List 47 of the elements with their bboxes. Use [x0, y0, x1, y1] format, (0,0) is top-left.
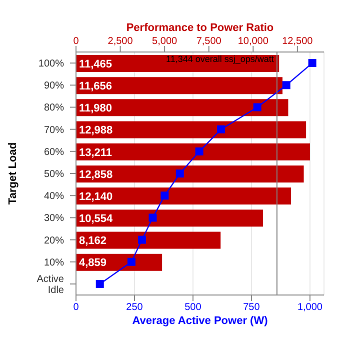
y-tick-label: 40%	[44, 191, 64, 202]
x-axis-title: Average Active Power (W)	[132, 315, 268, 327]
point	[138, 236, 146, 244]
x2-tick-label: 0	[73, 36, 80, 47]
y-tick-label: 50%	[44, 169, 64, 180]
data-label: 12,858	[79, 168, 113, 181]
y-tick-label: 10%	[44, 257, 64, 268]
y-tick-label: 30%	[44, 213, 64, 224]
x2-tick-label: 7,500	[196, 36, 222, 47]
x2-tick-label: 10,000	[238, 36, 269, 47]
y-tick-label: 60%	[44, 146, 64, 158]
point	[253, 103, 262, 112]
data-label: 12,140	[79, 190, 113, 203]
y-tick-label: 70%	[44, 124, 64, 136]
point	[195, 147, 204, 156]
data-label: 13,211	[79, 146, 112, 159]
x2-tick-label: 5,000	[152, 36, 178, 47]
point	[127, 258, 136, 266]
data-label: 8,162	[79, 235, 107, 248]
x-tick-label: 250	[126, 302, 144, 314]
ref-line-label: 11,344 overall ssj_ops/watt	[166, 54, 274, 64]
point	[217, 125, 226, 134]
y-axis-title: Target Load	[6, 142, 19, 205]
y-tick-label: 100%	[38, 58, 64, 70]
data-label: 4,859	[79, 257, 107, 270]
y-tick-label: 20%	[44, 235, 64, 246]
point	[148, 214, 157, 222]
data-label: 11,465	[79, 58, 112, 70]
x-tick-label: 500	[184, 302, 202, 314]
point	[160, 192, 169, 200]
point	[282, 81, 290, 90]
y-tick-label: 80%	[44, 102, 64, 114]
x-tick-label: 750	[243, 302, 260, 314]
point	[96, 280, 104, 288]
point	[176, 170, 184, 178]
y-tick-label: Active Idle	[36, 274, 64, 296]
x-tick-label: 1,000	[297, 302, 323, 314]
x2-axis-title: Performance to Power Ratio	[126, 22, 274, 34]
data-label: 10,554	[79, 213, 114, 226]
x2-tick-label: 2,500	[108, 36, 134, 47]
data-label: 11,656	[79, 80, 112, 92]
x2-tick-label: 12,500	[282, 36, 314, 47]
x-tick-label: 0	[73, 302, 80, 314]
y-tick-label: 90%	[44, 80, 64, 92]
data-label: 12,988	[79, 124, 113, 137]
point	[308, 59, 316, 68]
data-label: 11,980	[79, 102, 112, 115]
